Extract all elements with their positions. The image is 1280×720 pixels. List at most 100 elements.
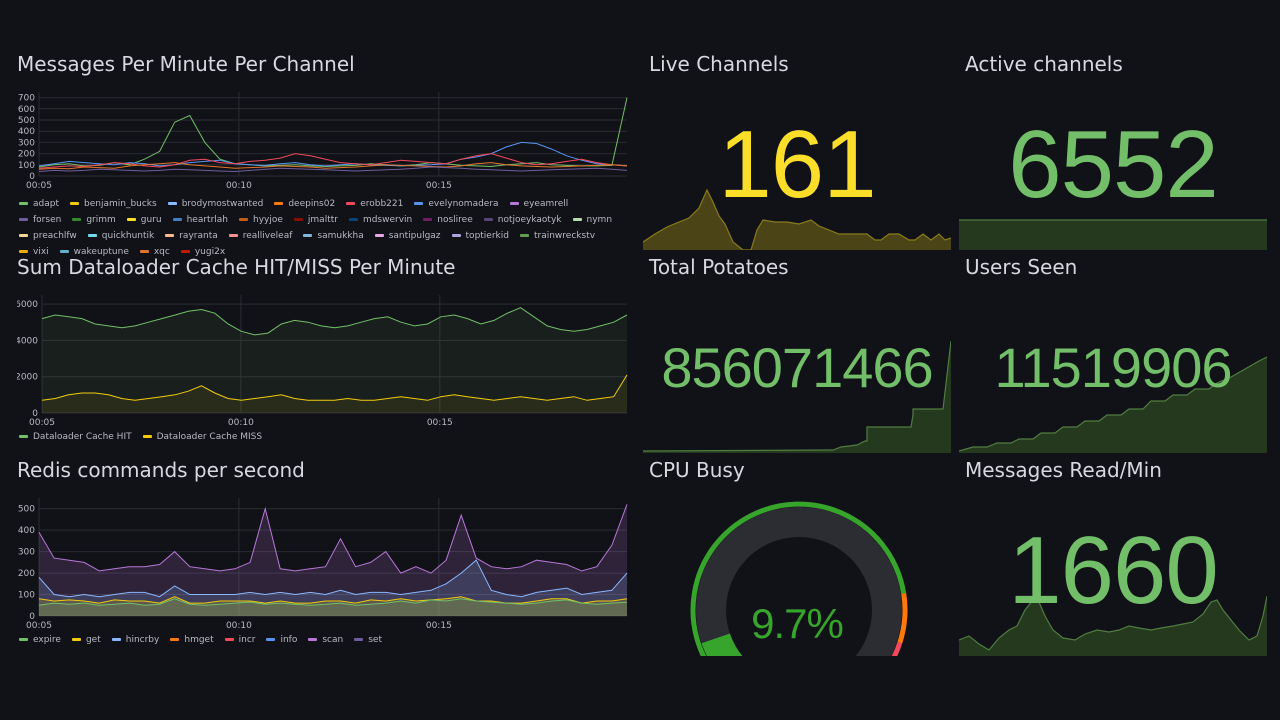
legend-item[interactable]: info [266,632,297,648]
panel-users-seen[interactable]: Users Seen 11519906 [959,255,1267,453]
legend-item[interactable]: quickhuntik [87,228,155,244]
legend-swatch [303,234,313,237]
legend-item[interactable]: guru [126,212,162,228]
legend-item[interactable]: Dataloader Cache MISS [142,429,263,445]
legend-item[interactable]: vixi [19,244,49,260]
panel-active-channels[interactable]: Active channels 6552 [959,52,1267,250]
legend-item[interactable]: adapt [19,196,59,212]
legend-item[interactable]: hincrby [111,632,160,648]
legend-item[interactable]: eyeamrell [509,196,568,212]
redis-commands-chart[interactable]: 0 100 200 300 400 500 00:05 00:10 00:15 [17,494,629,634]
legend-label: hincrby [125,635,160,645]
x-tick-label: 00:05 [29,418,55,428]
legend-item[interactable]: wakeuptune [59,244,129,260]
legend-item[interactable]: toptierkid [451,228,509,244]
series-line [38,153,628,169]
legend-item[interactable]: jmalttr [293,212,338,228]
legend-label: hmget [184,635,214,645]
series-line [41,307,628,336]
legend-label: benjamin_bucks [84,199,157,209]
legend-label: hyyjoe [253,215,283,225]
gauge-threshold-red [891,641,903,656]
panel-total-potatoes[interactable]: Total Potatoes 856071466 [643,255,951,453]
panel-messages-read[interactable]: Messages Read/Min 1660 [959,458,1267,656]
panel-dataloader-cache[interactable]: Sum Dataloader Cache HIT/MISS Per Minute… [17,255,629,451]
legend-label: yugi2x [194,247,226,257]
legend-item[interactable]: realliveleaf [228,228,292,244]
panel-title: Live Channels [649,52,789,76]
legend-label: wakeuptune [73,247,129,257]
series-line [41,374,628,401]
legend-item[interactable]: forsen [19,212,61,228]
legend-item[interactable]: nosliree [423,212,473,228]
legend-swatch [19,250,28,253]
legend-item[interactable]: trainwreckstv [519,228,595,244]
panel-title: CPU Busy [649,458,745,482]
legend-item[interactable]: scan [308,632,343,648]
legend-swatch [374,234,384,237]
legend-item[interactable]: xqc [139,244,170,260]
legend-item[interactable]: set [354,632,382,648]
live-channels-sparkline [643,188,951,250]
legend-item[interactable]: erobb221 [346,196,403,212]
panel-messages-per-channel[interactable]: Messages Per Minute Per Channel 0 100 200 3… [17,52,629,257]
x-tick-label: 00:05 [26,181,52,190]
legend-item[interactable]: brodymostwanted [167,196,263,212]
legend-swatch [354,638,364,641]
y-tick-label: 200 [18,569,35,579]
series-area [42,374,627,413]
legend-item[interactable]: hyyjoe [239,212,283,228]
legend-item[interactable]: mdswervin [348,212,412,228]
x-tick-label: 00:05 [26,621,52,631]
panel-redis-commands[interactable]: Redis commands per second 0 100 200 300 400 5… [17,458,629,654]
legend-item[interactable]: incr [224,632,255,648]
legend-item[interactable]: heartrlah [172,212,228,228]
series-line [38,598,628,606]
panel-title: Active channels [965,52,1123,76]
legend-item[interactable]: expire [19,632,61,648]
series-line [38,97,628,168]
legend-label: nosliree [437,215,473,225]
panel-title: Total Potatoes [649,255,789,279]
legend-item[interactable]: get [71,632,101,648]
panel-title: Users Seen [965,255,1078,279]
legend-label: set [368,635,382,645]
legend-label: heartrlah [186,215,228,225]
dataloader-cache-chart[interactable]: 0 2000 4000 6000 00:05 00:10 00:15 [17,291,629,431]
legend-label: Dataloader Cache HIT [33,432,132,442]
legend: Dataloader Cache HIT Dataloader Cache MIS… [19,429,627,445]
legend-item[interactable]: santipulgaz [374,228,441,244]
legend-label: info [280,635,298,645]
y-tick-label: 6000 [17,300,38,310]
legend-swatch [142,435,152,438]
legend-swatch [308,638,318,641]
panel-cpu-busy[interactable]: CPU Busy 9.7% [643,458,951,656]
y-tick-label: 4000 [17,336,38,346]
series-line [38,596,628,604]
gauge-threshold-orange [897,593,908,644]
legend-swatch [111,638,121,641]
legend-item[interactable]: Dataloader Cache HIT [19,429,132,445]
legend-item[interactable]: grimm [72,212,116,228]
legend-label: guru [140,215,162,225]
legend-item[interactable]: evelynomadera [414,196,499,212]
legend-label: quickhuntik [101,231,155,241]
legend-swatch [274,202,284,205]
y-tick-label: 300 [18,138,35,148]
panel-live-channels[interactable]: Live Channels 161 [643,52,951,250]
legend-item[interactable]: deepins02 [274,196,335,212]
legend-item[interactable]: nymn [572,212,612,228]
legend-item[interactable]: preachlfw [19,228,77,244]
legend-label: get [85,635,101,645]
legend-item[interactable]: hmget [170,632,214,648]
legend-item[interactable]: benjamin_bucks [70,196,157,212]
legend-label: Dataloader Cache MISS [156,432,263,442]
stat-value: 9.7% [751,600,844,647]
legend-item[interactable]: yugi2x [180,244,226,260]
legend-item[interactable]: notjoeykaotyk [483,212,562,228]
legend-item[interactable]: rayranta [165,228,218,244]
gauge-track [696,506,902,656]
cpu-gauge [690,501,908,656]
legend-item[interactable]: samukkha [303,228,364,244]
